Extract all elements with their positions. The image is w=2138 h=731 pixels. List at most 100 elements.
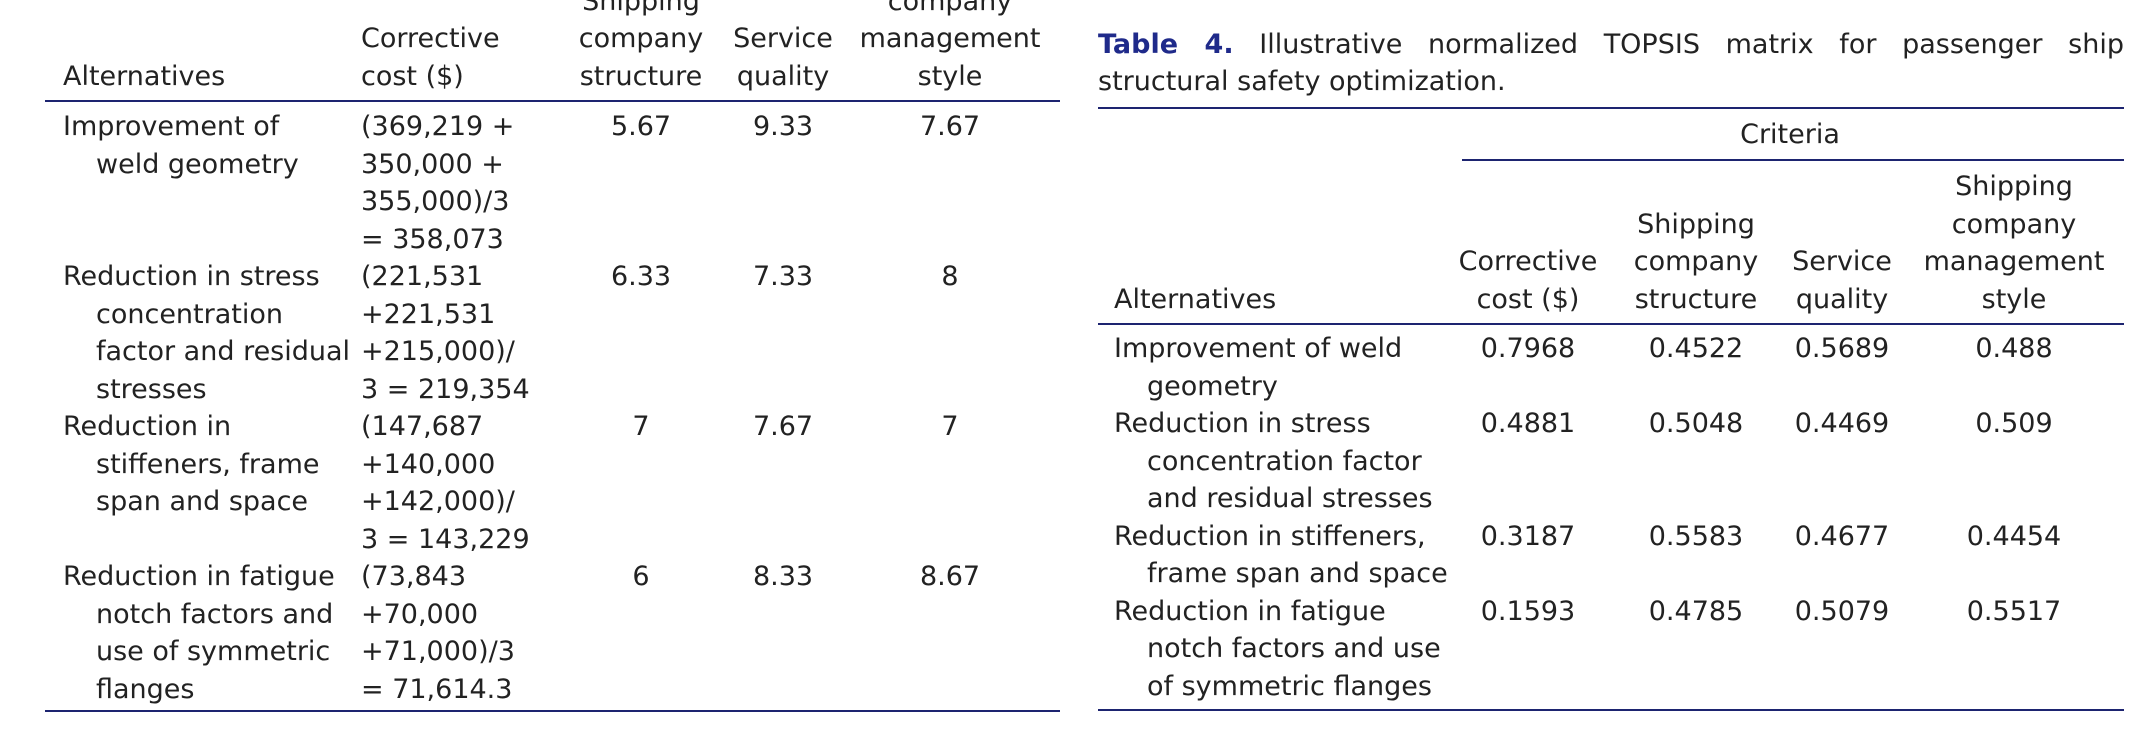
column-header: Alternatives [63,60,226,92]
table-cell: +70,000 [361,598,479,630]
table-cell: 0.3187 [1480,520,1576,552]
table-cell: Reduction in fatigue [63,561,335,592]
table-cell: +140,000 [361,448,496,480]
column-header: quality [736,60,830,92]
table-cell: use of symmetric [96,636,331,667]
rule-line [45,100,1060,102]
table-cell: frame span and space [1147,558,1448,589]
table-cell: 0.5079 [1794,595,1890,627]
table-cell: 0.4785 [1648,595,1744,627]
table-cell: concentration [96,298,283,330]
rule-line [1098,323,2124,325]
column-header: cost ($) [361,60,464,92]
column-header: structure [579,60,703,92]
rule-line [1098,107,2124,109]
table-cell: 0.5583 [1648,520,1744,552]
table-cell: 355,000)/3 [361,186,510,217]
table-cell: 6.33 [610,261,672,292]
table-cell: 3 = 219,354 [361,373,530,405]
table-cell: 0.4454 [1966,520,2062,552]
table-cell: 0.488 [1975,333,2053,364]
table-cell: 0.4881 [1480,408,1576,439]
column-header: cost ($) [1476,283,1580,315]
caption-text: Illustrative normalized TOPSIS matrix fo… [1098,29,2124,97]
rule-line [45,710,1060,712]
column-header: structure [1634,283,1758,315]
table-cell: 7.33 [752,261,814,292]
table-cell: notch factors and [96,598,334,630]
column-header: company [578,23,704,54]
table-cell: (221,531 [361,261,484,292]
table-cell: +221,531 [361,298,496,330]
table-cell: (73,843 [361,561,467,592]
column-header: style [917,60,983,92]
column-header: Alternatives [1114,283,1277,315]
table-cell: 5.67 [610,111,672,142]
table-cell: concentration factor [1147,445,1422,477]
column-header: company [887,0,1013,17]
table-cell: of symmetric flanges [1147,670,1432,702]
table-cell: = 71,614.3 [361,673,513,705]
table-cell: +215,000)/ [361,336,515,367]
table-cell: = 358,073 [361,223,504,255]
column-header: Shipping [1955,171,2073,202]
table-cell: (369,219 + [361,111,515,142]
column-header: company [1633,246,1759,277]
table-cell: +71,000)/3 [361,636,515,667]
caption-label: Table 4. [1098,29,1234,60]
table-cell: Reduction in stress [1114,408,1371,439]
column-header: Service [1792,246,1892,277]
column-header: quality [1795,283,1889,315]
column-header: management [1923,246,2105,277]
table-cell: Reduction in fatigue [1114,595,1386,627]
table-cell: 8 [941,261,959,292]
rule-line [1098,709,2124,711]
table-cell: flanges [96,673,195,705]
column-header: Corrective [361,23,500,54]
table-cell: 0.4469 [1794,408,1890,439]
table-cell: 7.67 [752,411,814,442]
table-cell: 8.67 [919,561,981,592]
table-cell: 8.33 [752,561,814,592]
table-cell: Reduction in [63,411,232,442]
table-cell: 7 [941,411,959,442]
column-header: company [1951,208,2077,240]
column-header: Shipping [1637,208,1755,240]
group-header: Criteria [1740,119,1840,150]
column-header: management [859,23,1041,54]
column-header: Corrective [1458,246,1598,277]
rule-line [1462,159,2124,161]
column-header: Service [733,23,833,54]
table-cell: notch factors and use [1147,633,1441,664]
table-cell: 0.4522 [1648,333,1744,364]
table-cell: 0.4677 [1794,520,1890,552]
table-cell: 0.5048 [1648,408,1744,439]
table-cell: Improvement of [63,111,280,142]
table-cell: 6 [632,561,650,592]
table-cell: 7.67 [919,111,981,142]
table-cell: stresses [96,373,207,405]
table-cell: 350,000 + [361,148,504,180]
table-cell: span and space [96,486,309,517]
column-header: style [1981,283,2047,315]
table-cell: factor and residual [96,336,351,367]
table-cell: Reduction in stress [63,261,320,292]
table-cell: (147,687 [361,411,484,442]
table-cell: 0.1593 [1480,595,1576,627]
table-cell: Improvement of weld [1114,333,1403,364]
table-cell: 0.5517 [1966,595,2062,627]
table-caption: Table 4. Illustrative normalized TOPSIS … [1098,26,2124,100]
table-cell: 0.5689 [1794,333,1890,364]
table-cell: +142,000)/ [361,486,515,517]
table-cell: and residual stresses [1147,483,1433,514]
table-cell: 7 [632,411,650,442]
column-header: Shipping [582,0,700,17]
table-cell: Reduction in stiffeners, [1114,520,1426,552]
table-cell: weld geometry [96,148,299,180]
table-cell: stiffeners, frame [96,448,320,480]
table-cell: 3 = 143,229 [361,523,530,555]
table-cell: 9.33 [752,111,814,142]
table-cell: 0.509 [1975,408,2053,439]
table-cell: geometry [1147,370,1278,402]
